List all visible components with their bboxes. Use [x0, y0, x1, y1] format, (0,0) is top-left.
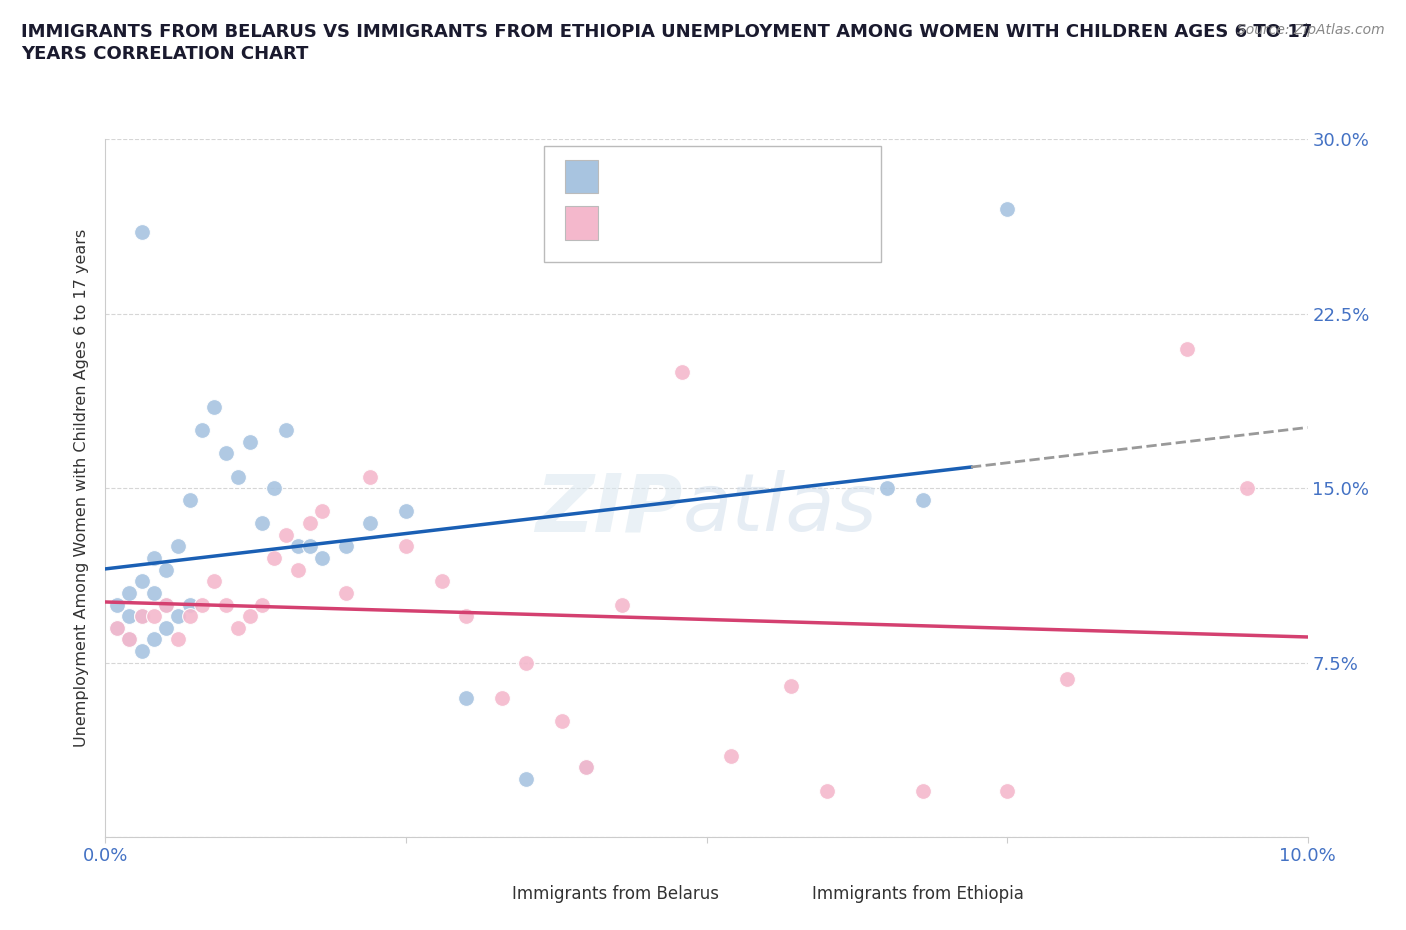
Point — [1056, 671, 1078, 686]
Text: N =: N = — [733, 214, 772, 232]
Point — [263, 551, 285, 565]
Point — [239, 434, 262, 449]
Text: 0.209: 0.209 — [662, 214, 717, 232]
Point — [311, 504, 333, 519]
Point — [155, 597, 177, 612]
Point — [876, 481, 898, 496]
Point — [214, 597, 236, 612]
Point — [131, 609, 153, 624]
Point — [142, 632, 165, 647]
Point — [214, 445, 236, 460]
Point — [287, 562, 309, 577]
Text: Immigrants from Ethiopia: Immigrants from Ethiopia — [813, 885, 1024, 903]
Point — [612, 597, 634, 612]
Point — [298, 539, 321, 554]
Point — [226, 469, 249, 484]
Point — [239, 609, 262, 624]
Point — [155, 597, 177, 612]
Point — [287, 539, 309, 554]
Point — [190, 422, 212, 438]
FancyBboxPatch shape — [481, 884, 508, 915]
FancyBboxPatch shape — [544, 147, 880, 261]
Point — [118, 609, 141, 624]
Point — [911, 783, 934, 798]
FancyBboxPatch shape — [565, 160, 599, 193]
Point — [575, 760, 598, 775]
Text: YEARS CORRELATION CHART: YEARS CORRELATION CHART — [21, 45, 308, 62]
Point — [107, 620, 129, 635]
Point — [202, 574, 225, 589]
Point — [179, 597, 201, 612]
Y-axis label: Unemployment Among Women with Children Ages 6 to 17 years: Unemployment Among Women with Children A… — [75, 229, 90, 748]
FancyBboxPatch shape — [782, 884, 807, 915]
Point — [131, 609, 153, 624]
Point — [166, 539, 188, 554]
Point — [515, 656, 537, 671]
Point — [454, 609, 477, 624]
Point — [298, 515, 321, 530]
Point — [226, 620, 249, 635]
Point — [491, 690, 513, 705]
Text: N =: N = — [733, 167, 772, 185]
Point — [995, 202, 1018, 217]
Text: Source: ZipAtlas.com: Source: ZipAtlas.com — [1237, 23, 1385, 37]
Text: Immigrants from Belarus: Immigrants from Belarus — [512, 885, 718, 903]
Text: IMMIGRANTS FROM BELARUS VS IMMIGRANTS FROM ETHIOPIA UNEMPLOYMENT AMONG WOMEN WIT: IMMIGRANTS FROM BELARUS VS IMMIGRANTS FR… — [21, 23, 1312, 41]
Text: R =: R = — [613, 214, 651, 232]
Point — [575, 760, 598, 775]
Point — [107, 597, 129, 612]
Point — [335, 586, 357, 601]
Point — [359, 515, 381, 530]
Point — [263, 481, 285, 496]
Text: atlas: atlas — [682, 471, 877, 548]
Point — [118, 632, 141, 647]
Point — [166, 609, 188, 624]
Point — [359, 469, 381, 484]
Point — [131, 225, 153, 240]
Point — [118, 586, 141, 601]
Point — [250, 515, 273, 530]
Text: 37: 37 — [782, 214, 806, 232]
Text: R =: R = — [613, 167, 651, 185]
Text: 0.189: 0.189 — [662, 167, 717, 185]
Point — [179, 609, 201, 624]
Point — [335, 539, 357, 554]
Point — [1236, 481, 1258, 496]
Point — [142, 586, 165, 601]
Point — [142, 551, 165, 565]
Point — [142, 609, 165, 624]
Point — [995, 783, 1018, 798]
Point — [155, 562, 177, 577]
Point — [815, 783, 838, 798]
Point — [671, 365, 693, 379]
Point — [911, 493, 934, 508]
Point — [190, 597, 212, 612]
Text: ZIP: ZIP — [536, 471, 682, 548]
Text: 39: 39 — [782, 167, 807, 185]
Point — [430, 574, 453, 589]
Point — [155, 620, 177, 635]
Point — [551, 713, 574, 728]
Point — [779, 679, 801, 694]
Point — [250, 597, 273, 612]
Point — [515, 772, 537, 787]
Point — [395, 539, 418, 554]
Point — [274, 527, 297, 542]
Point — [131, 574, 153, 589]
FancyBboxPatch shape — [565, 206, 599, 240]
Point — [311, 551, 333, 565]
Point — [395, 504, 418, 519]
Point — [454, 690, 477, 705]
Point — [720, 748, 742, 763]
Point — [274, 422, 297, 438]
Point — [1175, 341, 1198, 356]
Point — [131, 644, 153, 658]
Point — [166, 632, 188, 647]
Point — [107, 620, 129, 635]
Point — [118, 632, 141, 647]
Point — [179, 493, 201, 508]
Point — [202, 400, 225, 415]
